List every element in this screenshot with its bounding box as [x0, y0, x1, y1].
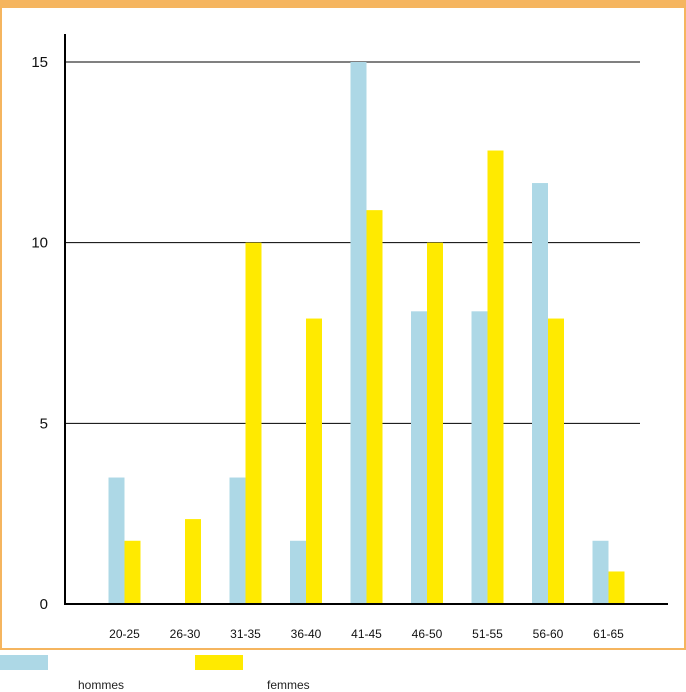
bar-hommes-46-50 [411, 311, 427, 604]
legend-label-femmes: femmes [267, 678, 310, 692]
x-tick-label-41-45: 41-45 [351, 627, 382, 641]
x-tick-label-61-65: 61-65 [593, 627, 624, 641]
legend-swatch-femmes [195, 655, 243, 670]
y-tick-label-0: 0 [40, 596, 48, 613]
bar-femmes-61-65 [608, 571, 625, 604]
legend-swatch-hommes [0, 655, 48, 670]
x-tick-label-20-25: 20-25 [109, 627, 140, 641]
bar-femmes-20-25 [124, 540, 141, 604]
bar-hommes-36-40 [290, 540, 306, 604]
bar-hommes-31-35 [229, 477, 246, 604]
bar-hommes-20-25 [108, 477, 125, 604]
x-tick-label-36-40: 36-40 [291, 627, 322, 641]
x-tick-label-31-35: 31-35 [230, 627, 261, 641]
bar-hommes-51-55 [471, 311, 488, 604]
bar-femmes-51-55 [487, 150, 504, 604]
x-tick-label-56-60: 56-60 [533, 627, 564, 641]
bar-femmes-26-30 [185, 519, 201, 604]
y-tick-label-10: 10 [31, 235, 48, 252]
legend-label-hommes: hommes [78, 678, 125, 692]
bar-hommes-61-65 [592, 540, 609, 604]
x-tick-label-26-30: 26-30 [170, 627, 201, 641]
x-tick-label-51-55: 51-55 [472, 627, 503, 641]
y-tick-label-5: 5 [40, 415, 48, 432]
legend: hommes femmes [0, 650, 686, 692]
bar-chart: 20-25 26-30 31-35 36-40 41-45 46-50 51-55 56-60… [31, 34, 668, 641]
bar-femmes-56-60 [548, 318, 564, 604]
bar-femmes-41-45 [366, 210, 383, 604]
x-tick-label-46-50: 46-50 [412, 627, 443, 641]
bar-hommes-41-45 [350, 62, 367, 604]
bar-femmes-36-40 [306, 318, 322, 604]
bar-femmes-31-35 [245, 242, 262, 604]
y-tick-label-15: 15 [31, 54, 48, 71]
bar-femmes-46-50 [427, 242, 443, 604]
bar-hommes-56-60 [532, 183, 548, 604]
